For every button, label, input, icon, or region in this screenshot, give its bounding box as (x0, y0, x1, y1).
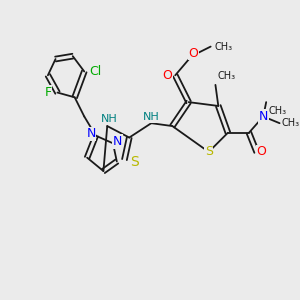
Text: NH: NH (143, 112, 160, 122)
Text: NH: NH (101, 114, 118, 124)
Text: O: O (163, 69, 172, 82)
Text: S: S (205, 146, 213, 158)
Text: CH₃: CH₃ (268, 106, 286, 116)
Text: CH₃: CH₃ (214, 42, 232, 52)
Text: N: N (113, 135, 122, 148)
Text: CH₃: CH₃ (281, 118, 300, 128)
Text: Cl: Cl (90, 65, 102, 78)
Text: N: N (259, 110, 268, 123)
Text: S: S (130, 155, 138, 170)
Text: O: O (256, 146, 266, 158)
Text: F: F (44, 86, 51, 99)
Text: N: N (86, 127, 96, 140)
Text: O: O (188, 47, 198, 60)
Text: CH₃: CH₃ (217, 71, 236, 81)
